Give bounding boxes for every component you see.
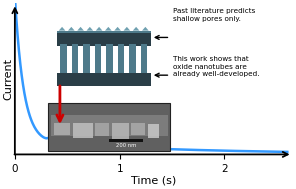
Bar [106, 44, 112, 73]
Polygon shape [59, 27, 65, 31]
Bar [95, 44, 101, 73]
Bar [118, 44, 124, 73]
Polygon shape [114, 27, 121, 31]
Bar [95, 123, 109, 136]
Polygon shape [86, 27, 93, 31]
Bar [73, 123, 93, 138]
Polygon shape [77, 27, 84, 31]
Bar [131, 123, 145, 135]
Polygon shape [105, 27, 112, 31]
Polygon shape [96, 27, 102, 31]
Bar [57, 31, 151, 33]
Bar [112, 123, 129, 139]
Polygon shape [142, 27, 149, 31]
Bar [54, 123, 70, 135]
Text: This work shows that
oxide nanotubes are
already well-developed.: This work shows that oxide nanotubes are… [173, 56, 260, 77]
Bar [60, 44, 67, 73]
Bar [57, 31, 151, 46]
Bar [72, 44, 78, 73]
Text: 200 nm: 200 nm [116, 143, 136, 148]
Bar [51, 115, 168, 136]
Bar [109, 139, 143, 142]
X-axis label: Time (s): Time (s) [131, 176, 176, 186]
Polygon shape [133, 27, 139, 31]
Polygon shape [123, 27, 130, 31]
Bar [141, 44, 147, 73]
Y-axis label: Current: Current [4, 58, 14, 100]
Bar [129, 44, 136, 73]
Text: Past literature predicts
shallow pores only.: Past literature predicts shallow pores o… [173, 8, 255, 22]
Polygon shape [68, 27, 75, 31]
Bar [83, 44, 89, 73]
Bar [48, 103, 170, 151]
Bar [148, 124, 159, 138]
Bar [57, 73, 151, 87]
